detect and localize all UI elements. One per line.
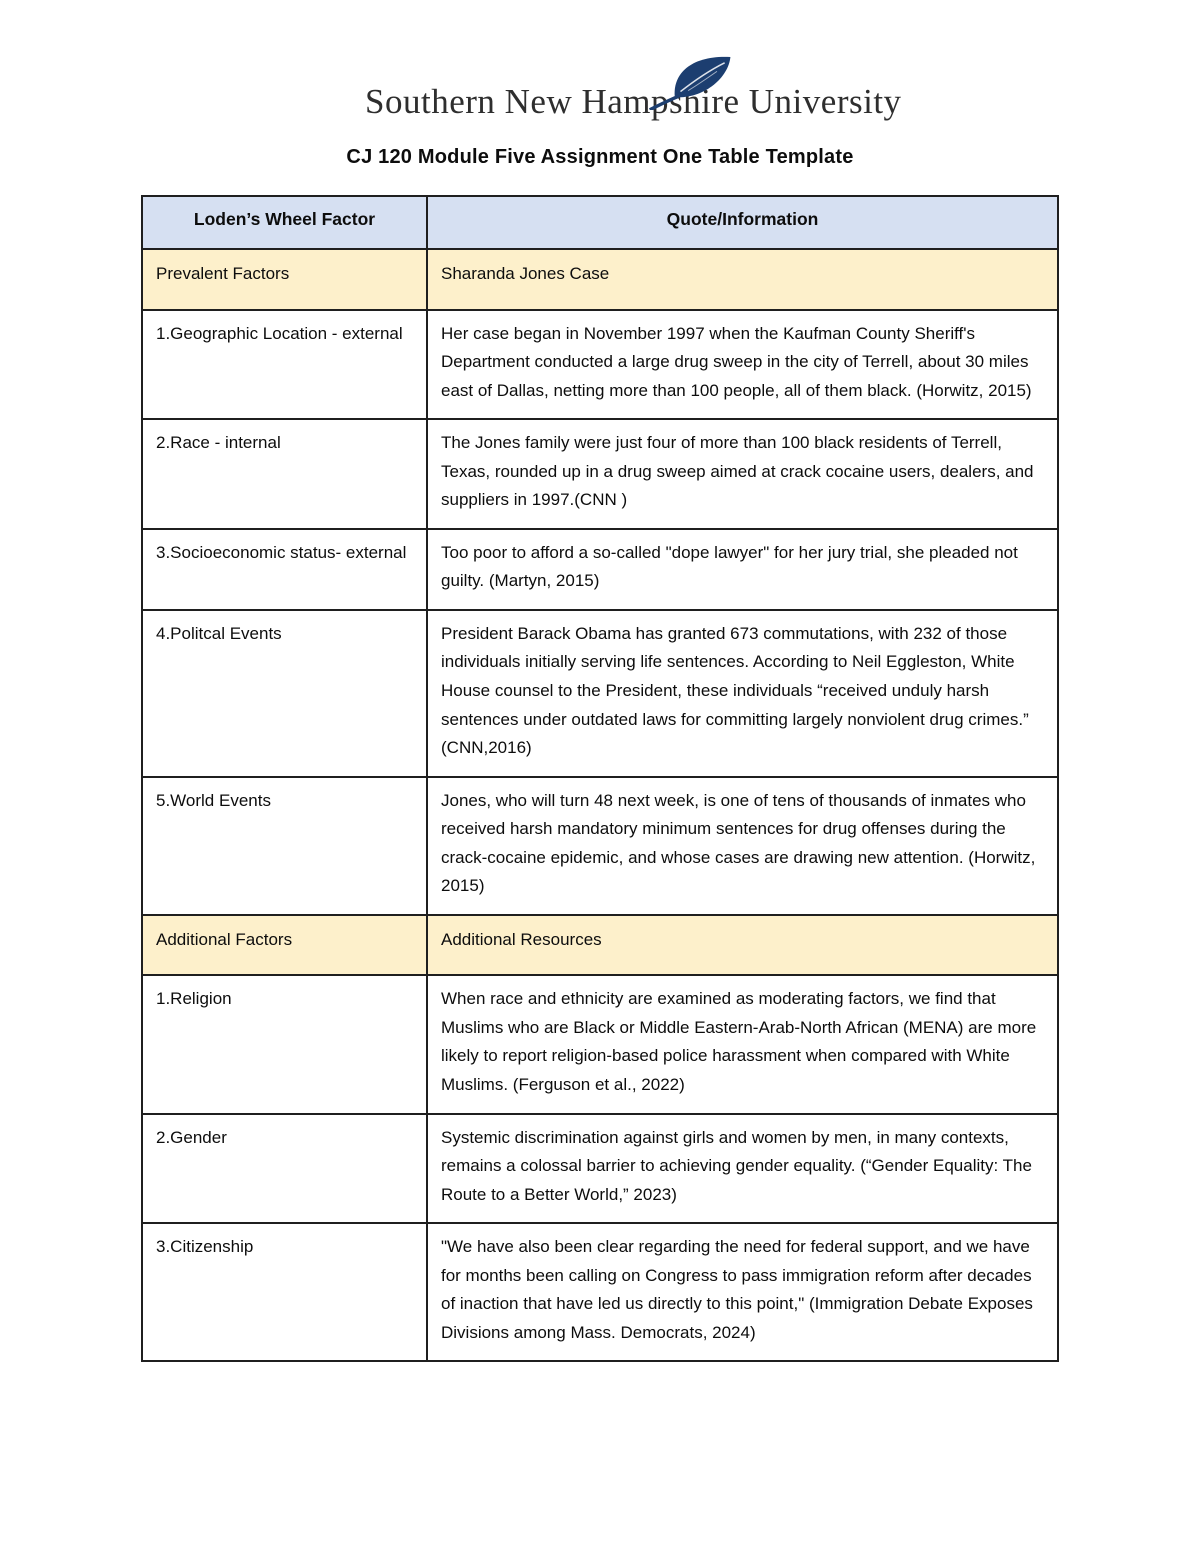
factor-cell: Prevalent Factors	[141, 248, 428, 311]
table-row-political-events: 4.Politcal Events President Barack Obama…	[141, 608, 1059, 778]
factor-cell: 4.Politcal Events	[141, 608, 428, 778]
quote-cell: The Jones family were just four of more …	[426, 418, 1059, 530]
quote-cell: Additional Resources	[426, 913, 1059, 977]
quote-cell: "We have also been clear regarding the n…	[426, 1222, 1059, 1363]
table-row-citizenship: 3.Citizenship "We have also been clear r…	[141, 1222, 1059, 1363]
document-page: Southern New Hampshire University CJ 120…	[141, 56, 1059, 1363]
table-row-socioeconomic-status: 3.Socioeconomic status- external Too poo…	[141, 527, 1059, 611]
factor-cell: 5.World Events	[141, 775, 428, 916]
factor-cell: 1.Religion	[141, 974, 428, 1115]
column-header-quote: Quote/Information	[426, 195, 1059, 250]
quote-cell: Jones, who will turn 48 next week, is on…	[426, 775, 1059, 916]
quote-cell: Her case began in November 1997 when the…	[426, 308, 1059, 421]
university-logo: Southern New Hampshire University	[365, 56, 902, 130]
leaf-icon	[649, 56, 731, 110]
factor-cell: 3.Citizenship	[141, 1222, 428, 1363]
table-row-geographic-location: 1.Geographic Location - external Her cas…	[141, 308, 1059, 421]
quote-cell: Systemic discrimination against girls an…	[426, 1112, 1059, 1225]
table-header-row: Loden’s Wheel Factor Quote/Information	[141, 195, 1059, 250]
quote-cell: Too poor to afford a so-called "dope law…	[426, 527, 1059, 611]
quote-cell: When race and ethnicity are examined as …	[426, 974, 1059, 1115]
column-header-factor: Loden’s Wheel Factor	[141, 195, 428, 250]
factor-cell: 3.Socioeconomic status- external	[141, 527, 428, 611]
factor-cell: 2.Race - internal	[141, 418, 428, 530]
factor-cell: 2.Gender	[141, 1112, 428, 1225]
loden-wheel-table: Loden’s Wheel Factor Quote/Information P…	[141, 195, 1059, 1363]
quote-cell: President Barack Obama has granted 673 c…	[426, 608, 1059, 778]
factor-cell: 1.Geographic Location - external	[141, 308, 428, 421]
table-row-additional-factors: Additional Factors Additional Resources	[141, 913, 1059, 977]
table-row-prevalent-factors: Prevalent Factors Sharanda Jones Case	[141, 248, 1059, 311]
university-logo-text: Southern New Hampshire University	[365, 82, 902, 121]
page-title: CJ 120 Module Five Assignment One Table …	[346, 146, 854, 168]
table-row-race: 2.Race - internal The Jones family were …	[141, 418, 1059, 530]
table-row-gender: 2.Gender Systemic discrimination against…	[141, 1112, 1059, 1225]
quote-cell: Sharanda Jones Case	[426, 248, 1059, 311]
factor-cell: Additional Factors	[141, 913, 428, 977]
table-row-religion: 1.Religion When race and ethnicity are e…	[141, 974, 1059, 1115]
table-row-world-events: 5.World Events Jones, who will turn 48 n…	[141, 775, 1059, 916]
